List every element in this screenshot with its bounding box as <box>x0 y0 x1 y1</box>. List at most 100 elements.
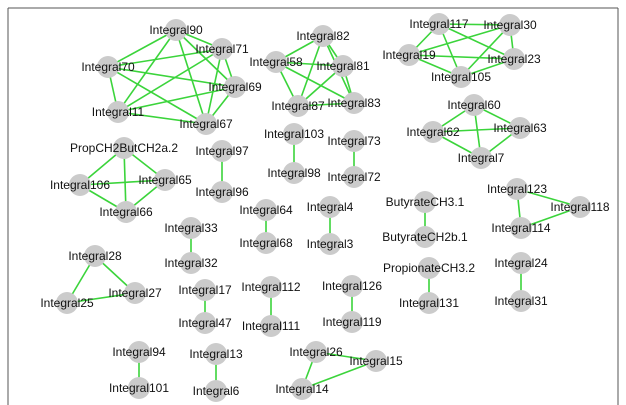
node-Integral66[interactable]: Integral66 <box>99 201 153 223</box>
node-circle[interactable] <box>115 201 137 223</box>
node-circle[interactable] <box>341 311 363 333</box>
node-Integral63[interactable]: Integral63 <box>493 117 547 139</box>
node-circle[interactable] <box>569 196 591 218</box>
node-Integral73[interactable]: Integral73 <box>327 130 381 152</box>
node-Integral82[interactable]: Integral82 <box>296 25 350 47</box>
node-circle[interactable] <box>265 51 287 73</box>
node-Integral24[interactable]: Integral24 <box>494 252 548 274</box>
node-circle[interactable] <box>69 174 91 196</box>
node-circle[interactable] <box>510 217 532 239</box>
node-Integral101[interactable]: Integral101 <box>109 377 169 399</box>
node-Integral90[interactable]: Integral90 <box>149 19 203 41</box>
node-Integral114[interactable]: Integral114 <box>491 217 551 239</box>
node-circle[interactable] <box>97 56 119 78</box>
node-Integral112[interactable]: Integral112 <box>241 276 301 298</box>
node-circle[interactable] <box>211 38 233 60</box>
node-PropionateCH3.2[interactable]: PropionateCH3.2 <box>383 257 475 279</box>
node-Integral69[interactable]: Integral69 <box>208 76 262 98</box>
node-circle[interactable] <box>128 377 150 399</box>
node-circle[interactable] <box>165 19 187 41</box>
node-Integral27[interactable]: Integral27 <box>108 282 162 304</box>
node-circle[interactable] <box>312 25 334 47</box>
node-circle[interactable] <box>195 113 217 135</box>
node-circle[interactable] <box>332 55 354 77</box>
node-Integral7[interactable]: Integral7 <box>458 147 505 169</box>
node-circle[interactable] <box>470 147 492 169</box>
node-circle[interactable] <box>194 279 216 301</box>
node-Integral96[interactable]: Integral96 <box>195 181 249 203</box>
node-circle[interactable] <box>319 196 341 218</box>
node-circle[interactable] <box>260 276 282 298</box>
node-circle[interactable] <box>154 169 176 191</box>
node-Integral72[interactable]: Integral72 <box>327 166 381 188</box>
node-circle[interactable] <box>418 292 440 314</box>
node-circle[interactable] <box>343 130 365 152</box>
node-Integral17[interactable]: Integral17 <box>178 279 232 301</box>
node-circle[interactable] <box>509 117 531 139</box>
node-Integral3[interactable]: Integral3 <box>307 233 354 255</box>
node-Integral106[interactable]: Integral106 <box>50 174 110 196</box>
node-circle[interactable] <box>283 123 305 145</box>
node-circle[interactable] <box>124 282 146 304</box>
node-PropCH2ButCH2a.2[interactable]: PropCH2ButCH2a.2 <box>70 137 178 159</box>
node-Integral105[interactable]: Integral105 <box>431 66 491 88</box>
node-Integral87[interactable]: Integral87 <box>271 95 325 117</box>
node-circle[interactable] <box>128 341 150 363</box>
node-circle[interactable] <box>422 121 444 143</box>
node-ButyrateCH2b.1[interactable]: ButyrateCH2b.1 <box>382 226 468 248</box>
node-circle[interactable] <box>305 341 327 363</box>
node-circle[interactable] <box>463 94 485 116</box>
node-Integral28[interactable]: Integral28 <box>68 245 122 267</box>
node-Integral13[interactable]: Integral13 <box>189 343 243 365</box>
node-circle[interactable] <box>283 162 305 184</box>
node-Integral131[interactable]: Integral131 <box>399 292 459 314</box>
node-Integral60[interactable]: Integral60 <box>447 94 501 116</box>
node-circle[interactable] <box>506 178 528 200</box>
node-Integral118[interactable]: Integral118 <box>550 196 610 218</box>
node-Integral64[interactable]: Integral64 <box>239 199 293 221</box>
node-circle[interactable] <box>255 199 277 221</box>
node-circle[interactable] <box>503 48 525 70</box>
node-Integral65[interactable]: Integral65 <box>138 169 192 191</box>
node-circle[interactable] <box>205 343 227 365</box>
node-circle[interactable] <box>194 312 216 334</box>
node-ButyrateCH3.1[interactable]: ButyrateCH3.1 <box>386 191 465 213</box>
node-circle[interactable] <box>499 14 521 36</box>
node-circle[interactable] <box>84 245 106 267</box>
node-circle[interactable] <box>414 191 436 213</box>
node-circle[interactable] <box>365 350 387 372</box>
node-circle[interactable] <box>398 44 420 66</box>
node-Integral94[interactable]: Integral94 <box>112 341 166 363</box>
node-circle[interactable] <box>414 226 436 248</box>
node-circle[interactable] <box>224 76 246 98</box>
node-circle[interactable] <box>291 378 313 400</box>
node-circle[interactable] <box>113 137 135 159</box>
node-Integral26[interactable]: Integral26 <box>289 341 343 363</box>
node-circle[interactable] <box>287 95 309 117</box>
node-Integral70[interactable]: Integral70 <box>81 56 135 78</box>
node-Integral19[interactable]: Integral19 <box>382 44 436 66</box>
node-Integral15[interactable]: Integral15 <box>349 350 403 372</box>
node-Integral111[interactable]: Integral111 <box>242 315 301 337</box>
node-Integral62[interactable]: Integral62 <box>406 121 460 143</box>
node-circle[interactable] <box>510 252 532 274</box>
node-circle[interactable] <box>343 92 365 114</box>
node-Integral81[interactable]: Integral81 <box>316 55 370 77</box>
node-Integral67[interactable]: Integral67 <box>179 113 233 135</box>
node-circle[interactable] <box>510 290 532 312</box>
node-circle[interactable] <box>260 315 282 337</box>
node-Integral32[interactable]: Integral32 <box>164 252 218 274</box>
node-Integral71[interactable]: Integral71 <box>195 38 249 60</box>
node-Integral23[interactable]: Integral23 <box>487 48 541 70</box>
node-Integral11[interactable]: Integral11 <box>92 101 145 123</box>
node-Integral119[interactable]: Integral119 <box>322 311 382 333</box>
node-circle[interactable] <box>418 257 440 279</box>
node-Integral14[interactable]: Integral14 <box>275 378 329 400</box>
node-Integral97[interactable]: Integral97 <box>195 140 249 162</box>
node-circle[interactable] <box>180 252 202 274</box>
node-Integral30[interactable]: Integral30 <box>483 14 537 36</box>
node-Integral25[interactable]: Integral25 <box>40 292 94 314</box>
node-circle[interactable] <box>450 66 472 88</box>
node-Integral98[interactable]: Integral98 <box>267 162 321 184</box>
node-Integral68[interactable]: Integral68 <box>239 232 293 254</box>
